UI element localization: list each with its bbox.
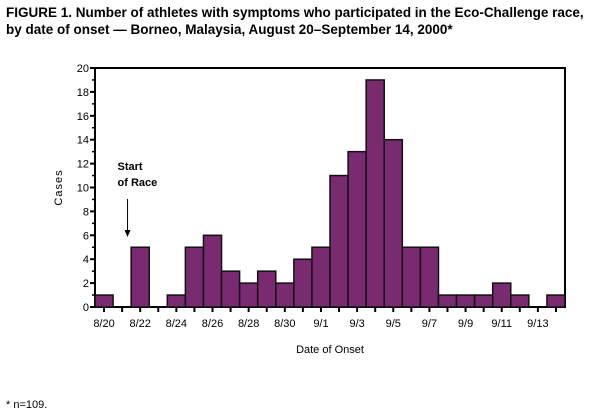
bar-9/1 <box>311 246 331 308</box>
bar-8/30 <box>275 282 295 308</box>
bar-9/8 <box>437 294 458 308</box>
annotation-line1: Start <box>118 161 143 173</box>
figure-title: FIGURE 1. Number of athletes with sympto… <box>6 5 584 37</box>
annotation-line2: of Race <box>118 177 158 189</box>
x-tick-label: 8/26 <box>202 318 223 330</box>
x-tick-label: 9/5 <box>386 318 401 330</box>
y-tick-label: 8 <box>83 206 89 218</box>
bar-9/11 <box>491 282 512 308</box>
x-axis-label: Date of Onset <box>296 344 364 356</box>
bar-9/14 <box>546 294 566 308</box>
x-tick-label: 8/24 <box>166 318 187 330</box>
bar-8/22 <box>130 246 150 308</box>
x-tick-label: 9/11 <box>491 318 512 330</box>
bar-8/29 <box>256 270 277 308</box>
y-tick-label: 4 <box>83 254 89 266</box>
x-tick-label: 9/3 <box>349 318 364 330</box>
x-tick-label: 9/7 <box>422 318 437 330</box>
bar-9/3 <box>347 150 367 308</box>
y-axis-label: Cases <box>53 169 65 205</box>
bar-9/9 <box>455 294 476 308</box>
bar-8/20 <box>94 294 114 308</box>
bar-9/2 <box>329 174 349 308</box>
y-tick-label: 16 <box>77 111 89 123</box>
bar-8/25 <box>184 246 205 308</box>
bar-8/27 <box>220 270 241 308</box>
x-tick-label: 9/13 <box>527 318 548 330</box>
y-tick-label: 12 <box>77 159 89 171</box>
bar-8/26 <box>202 234 223 308</box>
y-tick-label: 14 <box>77 135 89 147</box>
x-tick-label: 8/20 <box>93 318 114 330</box>
bar-9/5 <box>383 138 404 308</box>
bar-9/10 <box>473 294 494 308</box>
x-tick-label: 8/30 <box>274 318 295 330</box>
bar-8/31 <box>293 258 313 308</box>
bar-8/24 <box>166 294 187 308</box>
footnote: * n=109. <box>6 399 48 411</box>
bar-8/28 <box>238 282 259 308</box>
x-tick-label: 8/22 <box>129 318 150 330</box>
y-tick-label: 20 <box>77 63 89 75</box>
arrowhead-icon <box>124 230 131 237</box>
x-tick-label: 9/1 <box>313 318 328 330</box>
x-tick-label: 8/28 <box>238 318 259 330</box>
y-tick-label: 10 <box>77 183 89 195</box>
x-tick-label: 9/9 <box>458 318 473 330</box>
bar-9/6 <box>401 246 422 308</box>
bar-9/4 <box>365 79 385 308</box>
y-tick-label: 2 <box>83 278 89 290</box>
bar-9/7 <box>419 246 440 308</box>
y-tick-label: 18 <box>77 87 89 99</box>
y-tick-label: 0 <box>83 302 89 314</box>
bar-9/12 <box>510 294 530 308</box>
y-tick-label: 6 <box>83 230 89 242</box>
